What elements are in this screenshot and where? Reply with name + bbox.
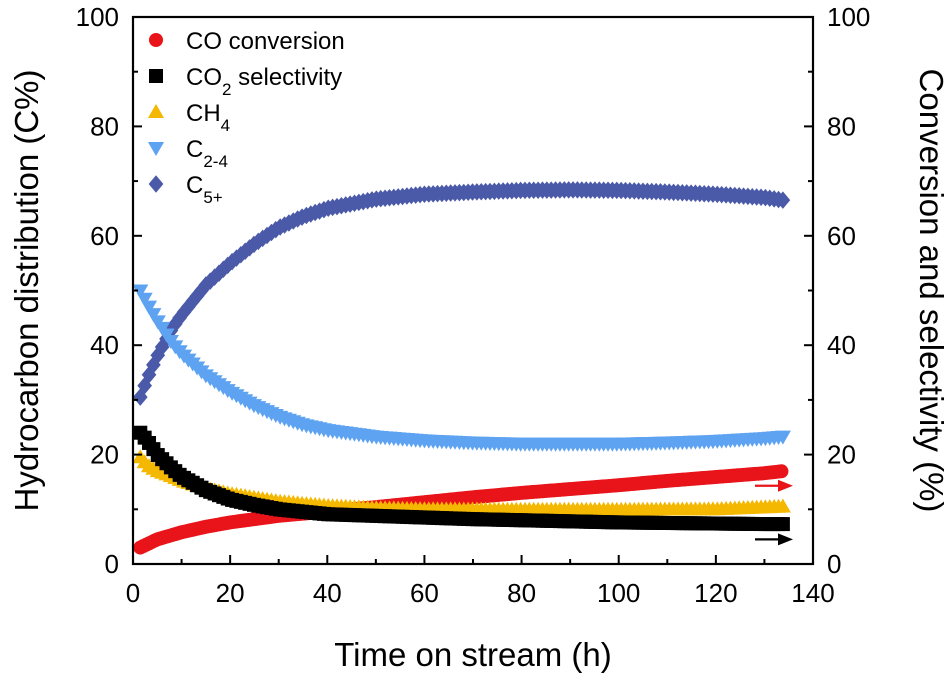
- y-left-tick-label: 20: [90, 440, 119, 470]
- x-tick-label: 40: [313, 578, 342, 608]
- legend-item: CO conversion: [149, 28, 345, 55]
- x-tick-label: 0: [126, 578, 140, 608]
- x-tick-label: 140: [791, 578, 834, 608]
- data-point: [775, 191, 791, 209]
- legend-marker: [148, 175, 164, 193]
- y-axis-title-right: Conversion and selectivity (%): [913, 69, 945, 513]
- data-point: [774, 498, 791, 513]
- legend-item: C5+: [148, 172, 223, 207]
- x-tick-label: 20: [216, 578, 245, 608]
- legend-label: C2-4: [186, 136, 228, 171]
- data-point: [132, 284, 149, 299]
- x-tick-label: 100: [597, 578, 640, 608]
- y-axis-title-left: Hydrocarbon distribution (C%): [8, 69, 45, 511]
- series-co2-selectivity: [133, 425, 790, 532]
- legend-label: CH4: [186, 100, 230, 135]
- legend-marker: [149, 33, 163, 47]
- data-point: [145, 308, 162, 323]
- arrow-head: [778, 533, 793, 546]
- data-point: [774, 430, 791, 445]
- y-left-tick-label: 80: [90, 111, 119, 141]
- series-c5-: [132, 181, 791, 406]
- arrow-co2-selectivity: [755, 533, 793, 546]
- y-right-tick-label: 60: [827, 221, 856, 251]
- data-point: [774, 464, 789, 479]
- data-point: [136, 292, 153, 307]
- x-tick-label: 60: [410, 578, 439, 608]
- x-axis-title: Time on stream (h): [334, 636, 612, 673]
- annotation-layer: [755, 479, 793, 546]
- legend-label: CO conversion: [186, 28, 345, 55]
- legend-item: C2-4: [147, 136, 228, 171]
- legend-marker: [147, 103, 165, 118]
- y-right-tick-label: 20: [827, 440, 856, 470]
- y-right-tick-label: 100: [827, 2, 870, 32]
- legend-label: C5+: [186, 172, 223, 207]
- series-c2-4: [132, 284, 791, 452]
- data-point: [775, 517, 790, 532]
- series-layer: [132, 181, 791, 555]
- legend-label: CO2 selectivity: [186, 64, 342, 99]
- data-point: [140, 300, 158, 315]
- y-left-tick-label: 40: [90, 330, 119, 360]
- arrow-co-conversion: [755, 479, 793, 492]
- legend-item: CO2 selectivity: [149, 64, 342, 99]
- x-tick-label: 120: [694, 578, 737, 608]
- y-right-tick-label: 40: [827, 330, 856, 360]
- x-tick-label: 80: [507, 578, 536, 608]
- y-left-tick-label: 0: [105, 549, 119, 579]
- y-left-tick-label: 100: [76, 2, 119, 32]
- legend-marker: [147, 142, 165, 157]
- arrow-head: [778, 479, 793, 492]
- legend-marker: [149, 69, 163, 83]
- y-left-tick-label: 60: [90, 221, 119, 251]
- y-right-tick-label: 0: [827, 549, 841, 579]
- legend-item: CH4: [147, 100, 230, 135]
- y-right-tick-label: 80: [827, 111, 856, 141]
